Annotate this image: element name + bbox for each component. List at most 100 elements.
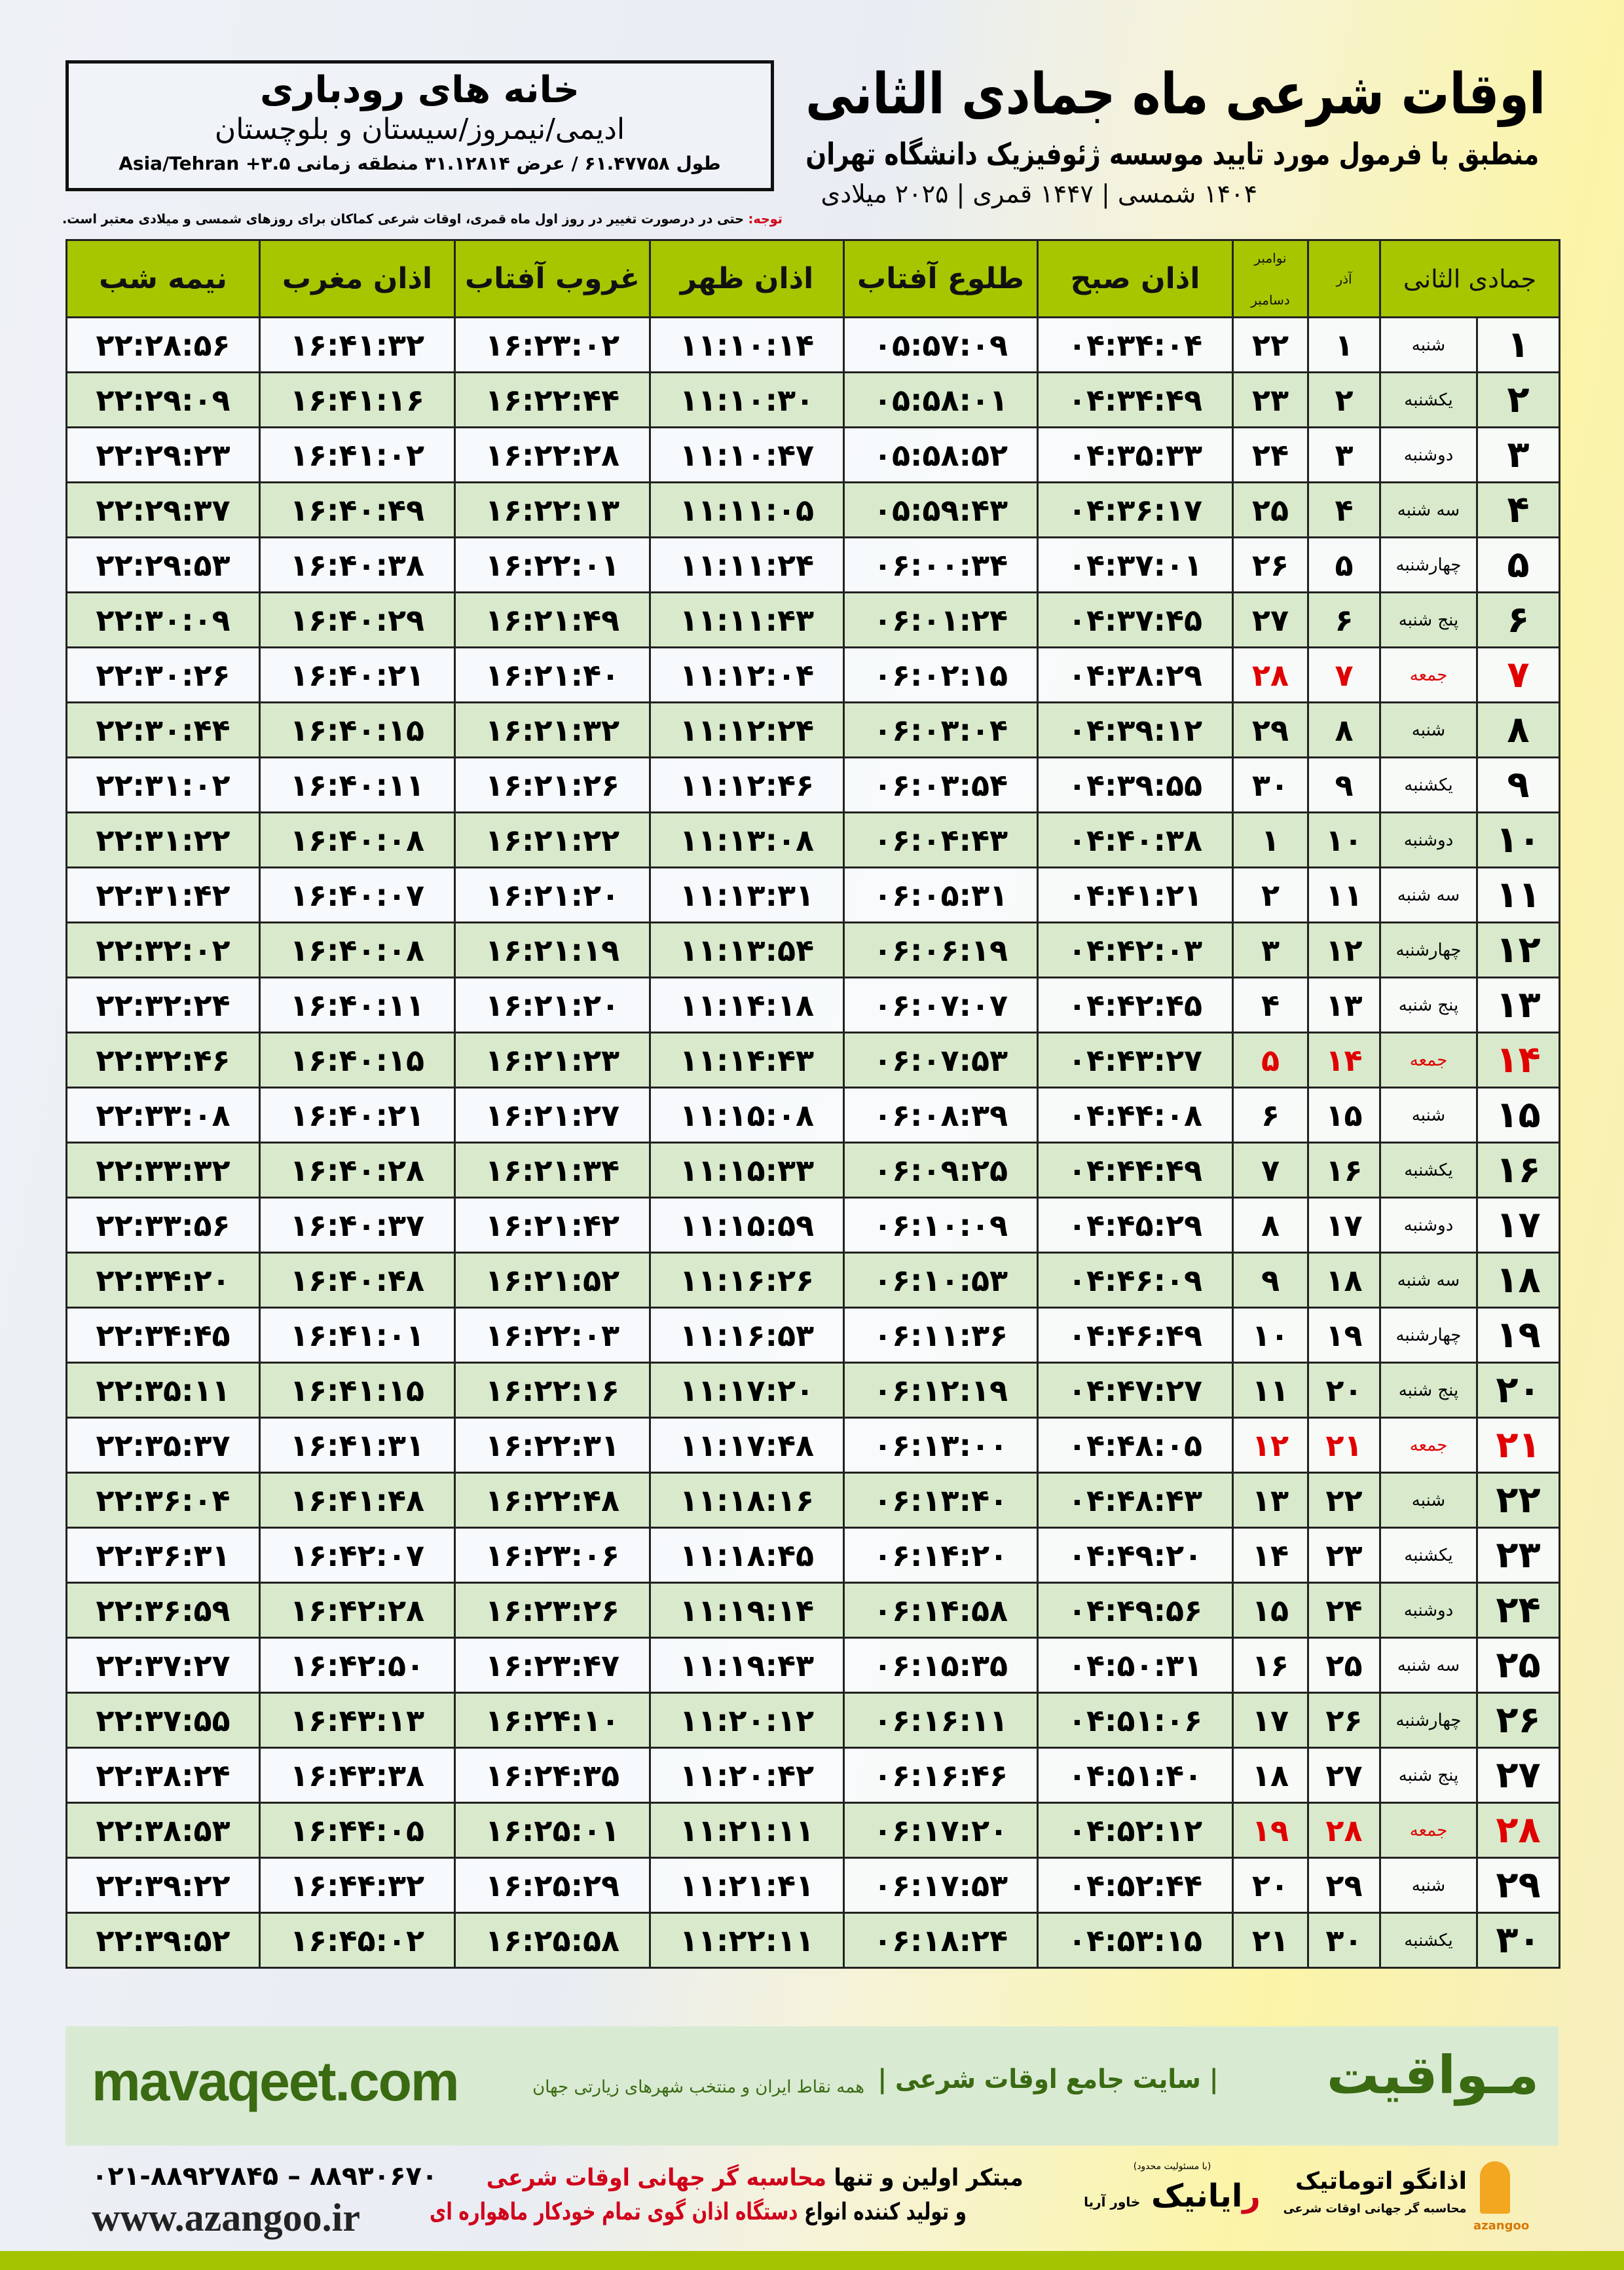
day-number: ۱۰ xyxy=(1476,811,1560,868)
sobh-time: ۰۴:۳۷:۴۵ xyxy=(1037,591,1234,648)
sobh-time: ۰۴:۴۱:۲۱ xyxy=(1037,866,1234,923)
gregorian-day: ۲۵ xyxy=(1232,481,1309,538)
gregorian-day: ۱۲ xyxy=(1232,1417,1309,1474)
nimeh-time: ۲۲:۳۸:۵۳ xyxy=(65,1802,261,1859)
rayanik-tag-text: (با مسئولیت محدود) xyxy=(1133,2161,1211,2172)
location-name: خانه های رودباری xyxy=(260,69,580,111)
header-hijri: جمادی الثانی xyxy=(1379,239,1560,318)
ghorub-time: ۱۶:۲۱:۲۲ xyxy=(454,811,651,868)
nimeh-time: ۲۲:۲۹:۰۹ xyxy=(65,371,261,428)
zohr-time: ۱۱:۱۳:۳۱ xyxy=(649,866,845,923)
azar-day: ۸ xyxy=(1307,701,1381,758)
zohr-time: ۱۱:۱۶:۵۳ xyxy=(649,1307,845,1364)
zohr-time: ۱۱:۱۰:۱۴ xyxy=(649,316,845,373)
zohr-time: ۱۱:۱۰:۳۰ xyxy=(649,371,845,428)
gregorian-day: ۲۱ xyxy=(1232,1912,1309,1969)
gregorian-day: ۲۲ xyxy=(1232,316,1309,373)
day-number: ۲۴ xyxy=(1476,1582,1560,1639)
zohr-time: ۱۱:۱۵:۳۳ xyxy=(649,1142,845,1199)
zohr-time: ۱۱:۱۰:۴۷ xyxy=(649,426,845,483)
day-number: ۹ xyxy=(1476,756,1560,813)
ghorub-time: ۱۶:۲۱:۳۲ xyxy=(454,701,651,758)
sobh-time: ۰۴:۳۹:۵۵ xyxy=(1037,756,1234,813)
header-gregorian: نوامبر دسامبر xyxy=(1232,239,1309,318)
ghorub-time: ۱۶:۲۴:۳۵ xyxy=(454,1747,651,1804)
maghrib-time: ۱۶:۴۵:۰۲ xyxy=(259,1912,456,1969)
azar-day: ۱۲ xyxy=(1307,921,1381,978)
nimeh-time: ۲۲:۳۱:۰۲ xyxy=(65,756,261,813)
azangoo-link-text[interactable]: www.azangoo.ir xyxy=(92,2196,360,2239)
tolu-time: ۰۶:۰۰:۳۴ xyxy=(843,536,1039,593)
day-number: ۲۵ xyxy=(1476,1637,1560,1694)
ghorub-time: ۱۶:۲۲:۳۱ xyxy=(454,1417,651,1474)
table-row: ۱ شنبه ۱ ۲۲ ۰۴:۳۴:۰۴ ۰۵:۵۷:۰۹ ۱۱:۱۰:۱۴ ۱۶:۲۳:۰۲… xyxy=(65,316,1560,373)
gregorian-day: ۲۰ xyxy=(1232,1857,1309,1914)
azangoo-tag: محاسبه گر جهانی اوقات شرعی xyxy=(1283,2202,1467,2216)
phone-numbers-text: ۰۲۱-۸۸۹۲۷۸۴۵ – ۸۸۹۳۰۶۷۰ xyxy=(92,2161,438,2191)
brand-logo: مـواقیت xyxy=(1231,2045,1539,2106)
nimeh-time: ۲۲:۲۹:۲۳ xyxy=(65,426,261,483)
maghrib-time: ۱۶:۴۱:۳۲ xyxy=(259,316,456,373)
maghrib-time: ۱۶:۴۰:۰۷ xyxy=(259,866,456,923)
table-row: ۴ سه شنبه ۴ ۲۵ ۰۴:۳۶:۱۷ ۰۵:۵۹:۴۳ ۱۱:۱۱:۰۵ ۱۶:۲۲… xyxy=(65,481,1560,538)
gregorian-day: ۲۴ xyxy=(1232,426,1309,483)
azar-day: ۱۴ xyxy=(1307,1032,1381,1088)
azar-day: ۲۱ xyxy=(1307,1417,1381,1474)
nimeh-time: ۲۲:۳۵:۳۷ xyxy=(65,1417,261,1474)
nimeh-time: ۲۲:۳۰:۴۴ xyxy=(65,701,261,758)
tolu-time: ۰۶:۱۷:۲۰ xyxy=(843,1802,1039,1859)
sobh-time: ۰۴:۴۲:۰۳ xyxy=(1037,921,1234,978)
brand-logo-text: مـواقیت xyxy=(1326,2045,1539,2106)
azar-day: ۲۲ xyxy=(1307,1472,1381,1529)
site-link-text[interactable]: mavaqeet.com xyxy=(92,2051,460,2112)
table-row: ۱۱ سه شنبه ۱۱ ۲ ۰۴:۴۱:۲۱ ۰۶:۰۵:۳۱ ۱۱:۱۳:۳۱ ۱۶:۲… xyxy=(65,866,1560,923)
header-row: جمادی الثانی آذر نوامبر دسامبر اذان صبح ط… xyxy=(65,239,1560,318)
tolu-time: ۰۶:۰۹:۲۵ xyxy=(843,1142,1039,1199)
day-number: ۲۶ xyxy=(1476,1692,1560,1749)
tolu-time: ۰۶:۱۴:۲۰ xyxy=(843,1527,1039,1584)
tolu-time: ۰۶:۱۶:۱۱ xyxy=(843,1692,1039,1749)
azar-day: ۲۰ xyxy=(1307,1362,1381,1419)
tolu-time: ۰۶:۱۴:۵۸ xyxy=(843,1582,1039,1639)
weekday: چهارشنبه xyxy=(1379,1692,1478,1749)
site-link[interactable]: mavaqeet.com xyxy=(92,2050,511,2113)
sobh-time: ۰۴:۴۷:۲۷ xyxy=(1037,1362,1234,1419)
azar-day: ۱۰ xyxy=(1307,811,1381,868)
sobh-time: ۰۴:۴۴:۰۸ xyxy=(1037,1087,1234,1144)
azangoo-link[interactable]: www.azangoo.ir xyxy=(92,2195,485,2241)
table-row: ۵ چهارشنبه ۵ ۲۶ ۰۴:۳۷:۰۱ ۰۶:۰۰:۳۴ ۱۱:۱۱:۲۴ ۱۶:۲… xyxy=(65,536,1560,593)
zohr-time: ۱۱:۱۲:۰۴ xyxy=(649,646,845,703)
zohr-time: ۱۱:۲۰:۱۲ xyxy=(649,1692,845,1749)
azar-day: ۱ xyxy=(1307,316,1381,373)
note-text: حتی در درصورت تغییر در روز اول ماه قمری،… xyxy=(62,211,748,227)
header-maghrib: اذان مغرب xyxy=(259,239,456,318)
weekday: جمعه xyxy=(1379,1417,1478,1474)
azar-day: ۲۴ xyxy=(1307,1582,1381,1639)
azar-day: ۲۳ xyxy=(1307,1527,1381,1584)
tolu-time: ۰۶:۱۰:۰۹ xyxy=(843,1197,1039,1254)
tolu-time: ۰۶:۱۶:۴۶ xyxy=(843,1747,1039,1804)
tolu-time: ۰۶:۰۷:۵۳ xyxy=(843,1032,1039,1088)
tolu-time: ۰۶:۰۴:۴۳ xyxy=(843,811,1039,868)
maghrib-time: ۱۶:۴۱:۰۲ xyxy=(259,426,456,483)
azar-day: ۱۵ xyxy=(1307,1087,1381,1144)
zohr-time: ۱۱:۱۱:۲۴ xyxy=(649,536,845,593)
table-row: ۸ شنبه ۸ ۲۹ ۰۴:۳۹:۱۲ ۰۶:۰۳:۰۴ ۱۱:۱۲:۲۴ ۱۶:۲۱:۳۲… xyxy=(65,701,1560,758)
table-row: ۲۷ پنج شنبه ۲۷ ۱۸ ۰۴:۵۱:۴۰ ۰۶:۱۶:۴۶ ۱۱:۲۰:۴۲ ۱۶… xyxy=(65,1747,1560,1804)
ghorub-time: ۱۶:۲۱:۴۲ xyxy=(454,1197,651,1254)
weekday: پنج شنبه xyxy=(1379,977,1478,1033)
weekday: دوشنبه xyxy=(1379,1582,1478,1639)
header-december: دسامبر xyxy=(1251,291,1290,308)
year-line-text: ۱۴۰۴ شمسی | ۱۴۴۷ قمری | ۲۰۲۵ میلادی xyxy=(821,179,1257,208)
table-row: ۹ یکشنبه ۹ ۳۰ ۰۴:۳۹:۵۵ ۰۶:۰۳:۵۴ ۱۱:۱۲:۴۶ ۱۶:۲۱:… xyxy=(65,756,1560,813)
tolu-time: ۰۶:۱۵:۳۵ xyxy=(843,1637,1039,1694)
weekday: شنبه xyxy=(1379,1472,1478,1529)
sobh-time: ۰۴:۴۶:۰۹ xyxy=(1037,1252,1234,1309)
tolu-time: ۰۵:۵۸:۰۱ xyxy=(843,371,1039,428)
header-sobh: اذان صبح xyxy=(1037,239,1234,318)
maghrib-time: ۱۶:۴۰:۰۸ xyxy=(259,921,456,978)
note-label: توجه: xyxy=(748,211,783,227)
day-number: ۱۷ xyxy=(1476,1197,1560,1254)
gregorian-day: ۱۴ xyxy=(1232,1527,1309,1584)
zohr-time: ۱۱:۱۲:۲۴ xyxy=(649,701,845,758)
